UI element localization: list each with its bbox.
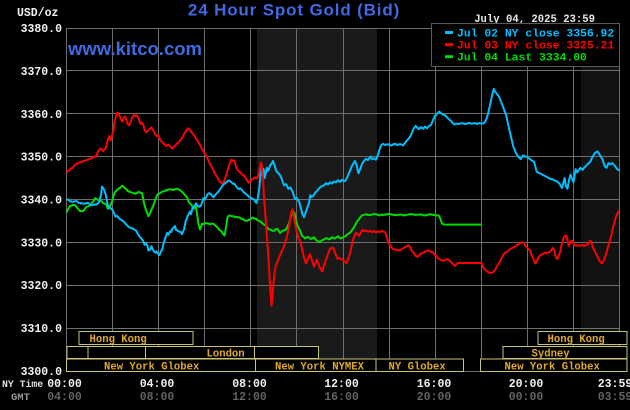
svg-text:New York Globex: New York Globex bbox=[104, 362, 200, 374]
svg-text:3380.0: 3380.0 bbox=[21, 23, 63, 36]
svg-text:NY Globex: NY Globex bbox=[389, 362, 447, 374]
svg-text:04:00: 04:00 bbox=[47, 391, 82, 404]
svg-text:20:00: 20:00 bbox=[417, 391, 452, 404]
svg-text:Hong Kong: Hong Kong bbox=[548, 334, 605, 346]
svg-text:London: London bbox=[207, 349, 245, 361]
svg-text:3340.0: 3340.0 bbox=[21, 195, 63, 208]
svg-text:Sydney: Sydney bbox=[532, 349, 571, 361]
svg-text:23:59: 23:59 bbox=[598, 378, 630, 391]
svg-text:GMT: GMT bbox=[11, 392, 30, 404]
svg-text:USD/oz: USD/oz bbox=[17, 7, 59, 20]
svg-text:Jul 03 NY close 3325.21: Jul 03 NY close 3325.21 bbox=[457, 41, 614, 53]
svg-text:www.kitco.com: www.kitco.com bbox=[67, 38, 202, 59]
svg-text:3300.0: 3300.0 bbox=[21, 366, 63, 379]
svg-text:3330.0: 3330.0 bbox=[21, 237, 63, 250]
svg-text:24 Hour Spot Gold (Bid): 24 Hour Spot Gold (Bid) bbox=[188, 1, 400, 20]
svg-text:00:00: 00:00 bbox=[47, 378, 82, 391]
svg-text:16:00: 16:00 bbox=[324, 391, 359, 404]
svg-text:Jul 02 NY close 3356.92: Jul 02 NY close 3356.92 bbox=[457, 29, 614, 41]
svg-text:3370.0: 3370.0 bbox=[21, 66, 63, 79]
svg-text:New York NYMEX: New York NYMEX bbox=[275, 362, 365, 374]
svg-text:00:00: 00:00 bbox=[509, 391, 544, 404]
svg-text:08:00: 08:00 bbox=[140, 391, 175, 404]
svg-text:12:00: 12:00 bbox=[324, 378, 359, 391]
svg-text:3360.0: 3360.0 bbox=[21, 109, 63, 122]
svg-text:Jul 04 Last 3334.00: Jul 04 Last 3334.00 bbox=[457, 53, 587, 65]
svg-text:08:00: 08:00 bbox=[232, 378, 267, 391]
svg-text:16:00: 16:00 bbox=[417, 378, 452, 391]
svg-text:3350.0: 3350.0 bbox=[21, 152, 63, 165]
svg-text:3320.0: 3320.0 bbox=[21, 280, 63, 293]
svg-text:New York Globex: New York Globex bbox=[505, 362, 601, 374]
svg-text:12:00: 12:00 bbox=[232, 391, 267, 404]
svg-text:03:59: 03:59 bbox=[598, 391, 630, 404]
svg-text:20:00: 20:00 bbox=[509, 378, 544, 391]
svg-text:Hong Kong: Hong Kong bbox=[90, 334, 147, 346]
svg-text:3310.0: 3310.0 bbox=[21, 323, 63, 336]
svg-text:04:00: 04:00 bbox=[140, 378, 175, 391]
svg-text:NY Time: NY Time bbox=[2, 379, 43, 390]
